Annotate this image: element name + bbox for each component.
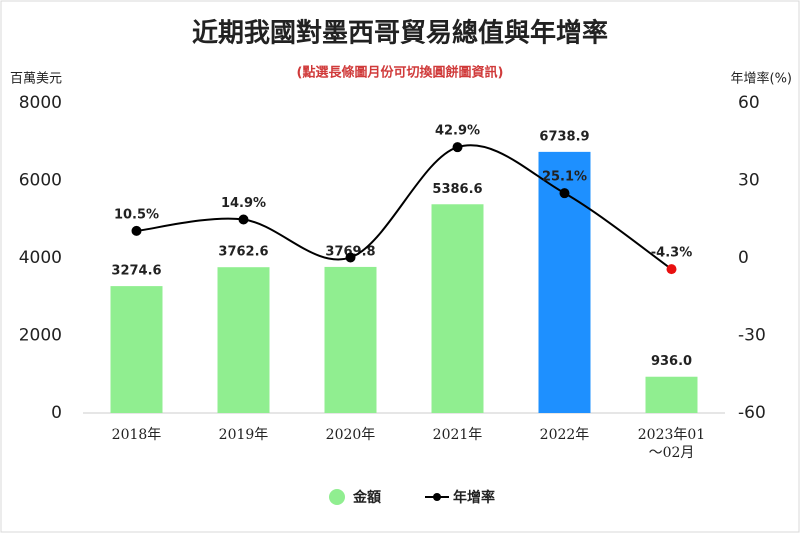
bar-value-label: 5386.6 (432, 182, 482, 197)
x-tick-label-box: 2023年01～02月 (637, 427, 706, 461)
growth-point (238, 214, 249, 225)
growth-value-label: -4.3% (651, 246, 692, 261)
y-tick-label: 2000 (19, 326, 62, 346)
x-tick-label-box: 2020年 (325, 427, 376, 443)
bar[interactable] (110, 286, 163, 413)
growth-value-label: 10.5% (114, 207, 159, 222)
y-tick-label: 0 (51, 403, 62, 423)
x-tick-label-box: 2022年 (539, 427, 590, 443)
y2-tick-label: 30 (738, 171, 760, 191)
growth-point (559, 188, 570, 199)
y2-tick-label: 60 (738, 93, 760, 113)
y2-axis-label: 年增率(%) (731, 71, 793, 87)
x-tick-label: 2022年 (539, 427, 590, 443)
bar[interactable] (431, 204, 484, 413)
x-tick-label-box: 2018年 (111, 427, 162, 443)
x-tick-label-box: 2019年 (218, 427, 269, 443)
bar-value-label: 3769.8 (325, 244, 375, 259)
growth-value-label: 25.1% (542, 170, 587, 185)
bar[interactable] (645, 376, 698, 413)
y-axis-label: 百萬美元 (10, 72, 62, 87)
x-tick-label: 2020年 (325, 427, 376, 443)
chart-subtitle: (點選長條圖月份可切換圓餅圖資訊) (297, 65, 504, 81)
bar-value-label: 3274.6 (111, 264, 161, 279)
bar-value-label: 6738.9 (539, 129, 589, 144)
x-tick-label: 2023年01～02月 (637, 427, 706, 461)
y2-tick-label: -30 (738, 326, 766, 346)
x-tick-label: 2019年 (218, 427, 269, 443)
x-tick-label: 2021年 (432, 427, 483, 443)
legend-label: 年增率 (453, 489, 495, 506)
x-tick-label: 2018年 (111, 427, 162, 443)
growth-point (131, 225, 142, 236)
growth-value-label: 42.9% (435, 124, 480, 139)
growth-point (345, 252, 356, 263)
y-tick-label: 8000 (19, 93, 62, 113)
y2-tick-label: 0 (738, 248, 749, 268)
bar[interactable] (324, 266, 377, 413)
legend-swatch-dot (433, 493, 441, 501)
growth-value-label: 14.9% (221, 196, 266, 211)
chart-title: 近期我國對墨西哥貿易總值與年增率 (192, 18, 608, 49)
growth-point (666, 264, 677, 275)
growth-point (452, 142, 463, 153)
legend-label: 金額 (352, 489, 381, 506)
bar-value-label: 936.0 (651, 354, 692, 369)
bar[interactable] (217, 267, 270, 413)
y-tick-label: 6000 (19, 171, 62, 191)
y-tick-label: 4000 (19, 248, 62, 268)
x-tick-label-box: 2021年 (432, 427, 483, 443)
legend-swatch (329, 489, 345, 505)
bar-value-label: 3762.6 (218, 245, 268, 260)
y2-tick-label: -60 (738, 403, 766, 423)
